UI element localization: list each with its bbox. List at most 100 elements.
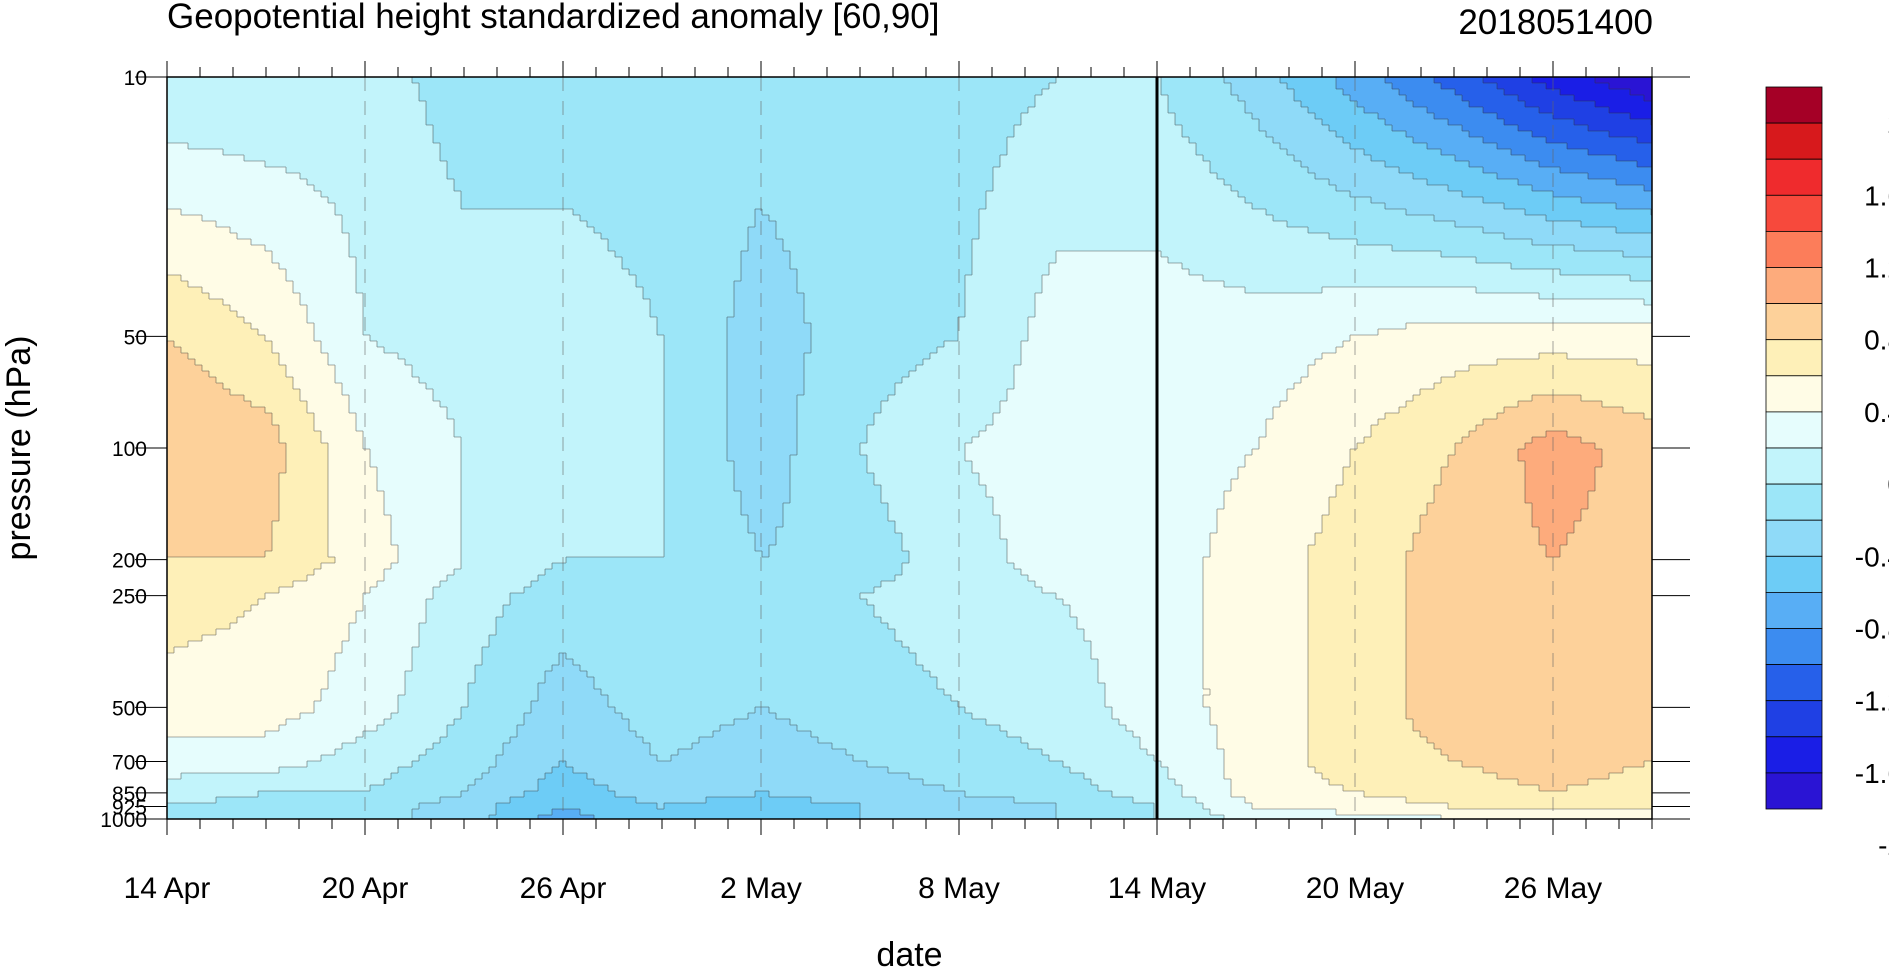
anomaly-cell xyxy=(1252,131,1260,138)
anomaly-cell xyxy=(1210,83,1218,90)
anomaly-cell xyxy=(538,185,546,192)
anomaly-cell xyxy=(1476,197,1484,204)
anomaly-cell xyxy=(496,143,504,150)
anomaly-cell xyxy=(251,83,259,90)
anomaly-cell xyxy=(202,161,210,168)
anomaly-cell xyxy=(727,149,735,156)
anomaly-cell xyxy=(720,125,728,132)
anomaly-cell xyxy=(496,101,504,108)
anomaly-cell xyxy=(496,119,504,126)
anomaly-cell xyxy=(643,101,651,108)
anomaly-cell xyxy=(1455,83,1463,90)
anomaly-cell xyxy=(1133,167,1141,174)
anomaly-cell xyxy=(587,203,595,210)
anomaly-cell xyxy=(328,161,336,168)
anomaly-cell xyxy=(482,89,490,96)
anomaly-cell xyxy=(566,215,574,222)
anomaly-cell xyxy=(580,83,588,90)
anomaly-cell xyxy=(692,197,700,204)
anomaly-cell xyxy=(1476,149,1484,156)
anomaly-cell xyxy=(1147,77,1155,84)
anomaly-cell xyxy=(454,191,462,198)
anomaly-cell xyxy=(594,197,602,204)
anomaly-cell xyxy=(1630,149,1638,156)
anomaly-cell xyxy=(1637,167,1645,174)
anomaly-cell xyxy=(1259,131,1267,138)
anomaly-cell xyxy=(1231,203,1239,210)
anomaly-cell xyxy=(440,107,448,114)
anomaly-cell xyxy=(286,143,294,150)
anomaly-cell xyxy=(1553,173,1561,180)
anomaly-cell xyxy=(1308,179,1316,186)
anomaly-cell xyxy=(209,155,217,162)
anomaly-cell xyxy=(692,95,700,102)
anomaly-cell xyxy=(587,107,595,114)
anomaly-cell xyxy=(552,191,560,198)
anomaly-cell xyxy=(1399,137,1407,144)
anomaly-cell xyxy=(1140,143,1148,150)
anomaly-cell xyxy=(1119,161,1127,168)
anomaly-cell xyxy=(286,203,294,210)
anomaly-cell xyxy=(720,83,728,90)
anomaly-cell xyxy=(216,215,224,222)
anomaly-cell xyxy=(629,77,637,84)
anomaly-cell xyxy=(1595,113,1603,120)
anomaly-cell xyxy=(1609,161,1617,168)
anomaly-cell xyxy=(797,149,805,156)
anomaly-cell xyxy=(601,197,609,204)
anomaly-cell xyxy=(1049,149,1057,156)
anomaly-cell xyxy=(755,191,763,198)
anomaly-cell xyxy=(202,89,210,96)
anomaly-cell xyxy=(1609,191,1617,198)
anomaly-cell xyxy=(286,179,294,186)
anomaly-cell xyxy=(265,167,273,174)
anomaly-cell xyxy=(454,155,462,162)
anomaly-cell xyxy=(755,143,763,150)
anomaly-cell xyxy=(727,119,735,126)
anomaly-cell xyxy=(825,107,833,114)
anomaly-cell xyxy=(1518,119,1526,126)
anomaly-cell xyxy=(426,161,434,168)
anomaly-cell xyxy=(559,95,567,102)
anomaly-cell xyxy=(1539,203,1547,210)
anomaly-cell xyxy=(706,197,714,204)
anomaly-cell xyxy=(615,89,623,96)
anomaly-cell xyxy=(1035,131,1043,138)
anomaly-cell xyxy=(790,143,798,150)
anomaly-cell xyxy=(370,107,378,114)
anomaly-cell xyxy=(1112,161,1120,168)
anomaly-cell xyxy=(1266,191,1274,198)
anomaly-cell xyxy=(237,89,245,96)
anomaly-cell xyxy=(699,203,707,210)
anomaly-cell xyxy=(678,113,686,120)
anomaly-cell xyxy=(1280,167,1288,174)
anomaly-cell xyxy=(230,161,238,168)
anomaly-cell xyxy=(475,185,483,192)
anomaly-cell xyxy=(384,161,392,168)
anomaly-cell xyxy=(426,209,434,216)
anomaly-cell xyxy=(286,197,294,204)
anomaly-cell xyxy=(720,209,728,216)
anomaly-cell xyxy=(615,131,623,138)
anomaly-cell xyxy=(1609,209,1617,216)
anomaly-cell xyxy=(1630,101,1638,108)
anomaly-cell xyxy=(1413,155,1421,162)
anomaly-cell xyxy=(909,167,917,174)
anomaly-cell xyxy=(279,125,287,132)
anomaly-cell xyxy=(1070,77,1078,84)
anomaly-cell xyxy=(503,95,511,102)
anomaly-cell xyxy=(839,173,847,180)
anomaly-cell xyxy=(720,113,728,120)
anomaly-cell xyxy=(1063,197,1071,204)
anomaly-cell xyxy=(1259,143,1267,150)
anomaly-cell xyxy=(552,185,560,192)
anomaly-cell xyxy=(552,179,560,186)
anomaly-cell xyxy=(1070,185,1078,192)
anomaly-cell xyxy=(1364,161,1372,168)
anomaly-cell xyxy=(1217,77,1225,84)
anomaly-cell xyxy=(587,167,595,174)
anomaly-cell xyxy=(1273,179,1281,186)
anomaly-cell xyxy=(818,155,826,162)
anomaly-cell xyxy=(1126,137,1134,144)
anomaly-cell xyxy=(839,149,847,156)
